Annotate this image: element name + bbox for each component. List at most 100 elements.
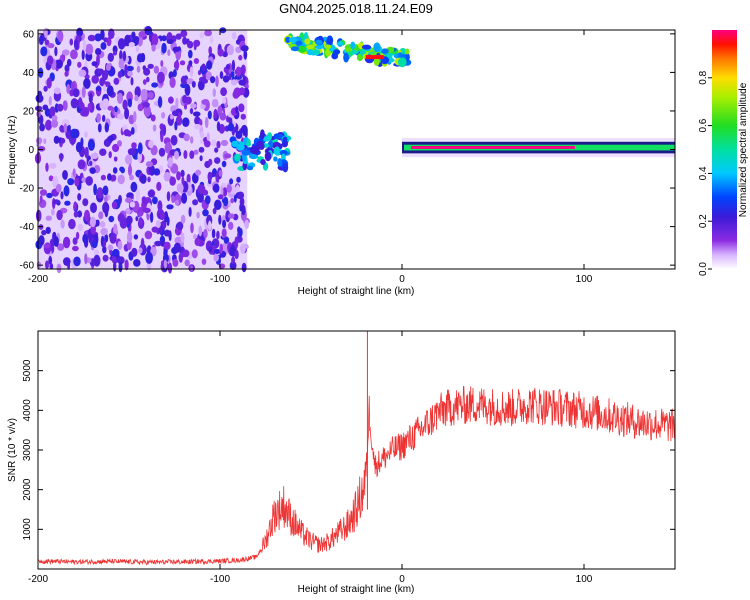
blob-speck <box>260 129 265 140</box>
noise-speck <box>214 147 219 153</box>
noise-speck <box>69 38 74 46</box>
noise-speck <box>134 94 139 102</box>
noise-speck <box>208 246 213 253</box>
noise-speck <box>96 113 101 123</box>
noise-speck <box>100 42 107 50</box>
noise-speck <box>126 65 134 72</box>
noise-speck <box>176 171 181 181</box>
snr-x-label: Height of straight line (km) <box>298 584 415 595</box>
noise-speck <box>227 200 231 208</box>
noise-speck <box>148 164 155 176</box>
blob-speck <box>264 151 272 162</box>
noise-speck <box>237 191 245 200</box>
noise-speck <box>108 151 112 159</box>
noise-speck <box>104 122 110 133</box>
noise-speck <box>118 261 123 273</box>
noise-speck <box>199 32 205 39</box>
y-tick-label: -60 <box>20 261 35 272</box>
noise-speck <box>81 177 87 183</box>
noise-speck <box>112 143 120 153</box>
band-speck <box>397 57 407 68</box>
noise-speck <box>148 140 154 149</box>
noise-speck <box>62 100 68 111</box>
noise-speck <box>102 114 106 122</box>
noise-speck <box>104 233 109 243</box>
noise-speck <box>177 112 182 119</box>
noise-speck <box>102 254 109 262</box>
noise-speck <box>188 206 192 217</box>
noise-speck <box>207 171 213 182</box>
noise-speck <box>205 71 212 81</box>
noise-speck <box>152 124 157 132</box>
noise-speck <box>63 123 68 134</box>
noise-speck <box>60 191 64 200</box>
noise-speck <box>234 249 239 260</box>
noise-speck <box>225 64 231 70</box>
noise-speck <box>212 183 220 193</box>
noise-speck <box>78 97 83 109</box>
noise-speck <box>108 28 115 40</box>
noise-speck <box>127 164 133 177</box>
noise-speck <box>103 196 108 203</box>
noise-speck <box>167 262 173 274</box>
noise-speck <box>209 35 214 44</box>
noise-speck <box>161 35 167 42</box>
blob-speck <box>258 142 265 150</box>
noise-speck <box>149 211 154 223</box>
noise-speck <box>208 46 212 55</box>
noise-speck <box>34 105 43 112</box>
noise-speck <box>108 215 115 223</box>
noise-speck <box>102 84 107 93</box>
x-tick-label: 0 <box>399 574 405 585</box>
noise-speck <box>109 232 117 244</box>
noise-speck <box>234 74 242 80</box>
noise-speck <box>55 183 62 193</box>
noise-speck <box>52 176 59 188</box>
noise-speck <box>137 151 142 163</box>
noise-speck <box>238 79 246 86</box>
noise-speck <box>102 240 107 248</box>
blob-speck <box>278 143 283 150</box>
noise-speck <box>154 240 163 247</box>
noise-speck <box>172 69 177 78</box>
noise-speck <box>113 156 118 162</box>
noise-speck <box>52 199 60 205</box>
noise-speck <box>137 103 144 112</box>
noise-speck <box>59 152 63 162</box>
snr-panel: -200 -100 0 100 1000 2000 3000 4000 5000 Height … <box>7 330 676 595</box>
noise-speck <box>87 34 96 42</box>
noise-speck <box>171 195 176 204</box>
band-speck <box>324 44 332 49</box>
noise-speck <box>190 103 197 109</box>
band-speck <box>361 44 372 50</box>
band-speck <box>304 38 311 45</box>
noise-speck <box>197 184 206 195</box>
noise-speck <box>143 207 151 214</box>
noise-speck <box>188 49 193 59</box>
noise-speck <box>130 181 138 193</box>
noise-speck <box>63 257 71 266</box>
noise-speck <box>219 112 227 121</box>
noise-speck <box>80 109 88 117</box>
noise-speck <box>151 82 159 88</box>
noise-speck <box>66 58 72 67</box>
noise-speck <box>90 202 97 214</box>
spectrogram-x-label: Height of straight line (km) <box>298 286 415 297</box>
noise-speck <box>129 201 136 208</box>
noise-speck <box>103 37 108 43</box>
noise-speck <box>199 155 203 162</box>
noise-speck <box>239 197 245 207</box>
noise-speck <box>201 63 206 72</box>
noise-speck <box>89 216 96 228</box>
noise-speck <box>64 200 71 206</box>
snr-background <box>38 331 675 569</box>
noise-speck <box>185 96 192 105</box>
noise-speck <box>198 225 203 237</box>
noise-speck <box>91 240 98 249</box>
noise-speck <box>36 151 41 163</box>
noise-speck <box>81 49 85 60</box>
noise-speck <box>182 249 190 258</box>
noise-speck <box>183 133 190 142</box>
noise-speck <box>45 215 52 221</box>
